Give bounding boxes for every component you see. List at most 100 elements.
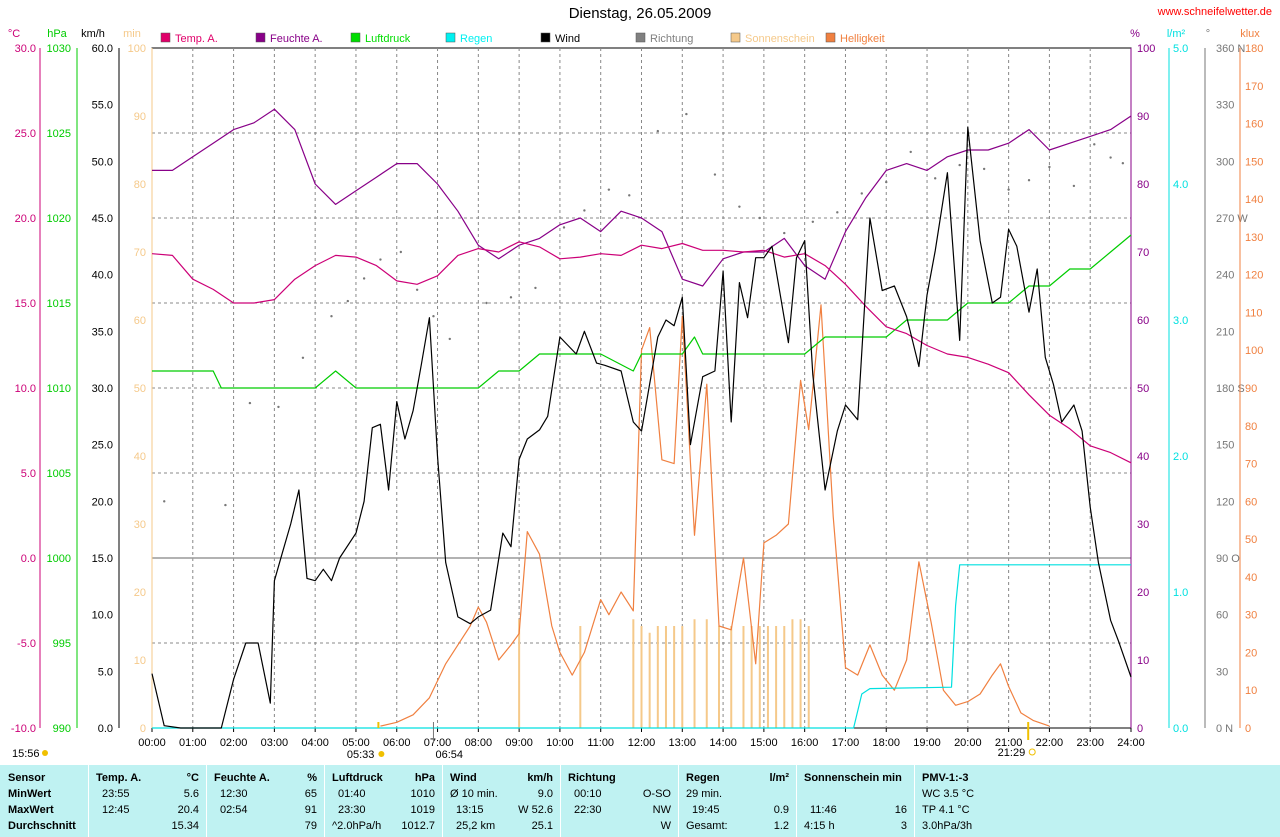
direction-point bbox=[1048, 165, 1051, 169]
rain-axis-tick: 2.0 bbox=[1173, 451, 1188, 463]
direction-point bbox=[1007, 188, 1010, 191]
x-tick-label: 05:00 bbox=[342, 737, 370, 749]
humidity-header: Feuchte A. bbox=[214, 772, 270, 784]
x-tick-label: 04:00 bbox=[301, 737, 329, 749]
direction-min-value: O-SO bbox=[642, 788, 671, 800]
direction-point bbox=[1121, 162, 1125, 165]
x-tick-label: 12:00 bbox=[628, 737, 656, 749]
wind-column: Wind km/h Ø 10 min. 13:15 25,2 km 9.0 W … bbox=[442, 765, 561, 837]
sunshine-header: Sonnenschein min bbox=[804, 772, 902, 784]
website-link[interactable]: www.schneifelwetter.de bbox=[1157, 6, 1272, 18]
direction-point bbox=[562, 226, 566, 229]
sunshine-total-hours: 4:15 h bbox=[804, 820, 835, 832]
pressure-header: Luftdruck bbox=[332, 772, 383, 784]
pressure-line bbox=[152, 234, 1132, 389]
direction-column: Richtung 00:10 22:30 O-SO NW W bbox=[560, 765, 679, 837]
humidity-unit: % bbox=[307, 772, 317, 784]
brightness-axis-tick: 150 bbox=[1245, 156, 1263, 168]
humidity-axis-tick: 90 bbox=[1137, 111, 1149, 123]
direction-point bbox=[860, 192, 863, 195]
direction-point bbox=[248, 401, 252, 405]
x-tick-label: 17:00 bbox=[832, 737, 860, 749]
rain-header: Regen bbox=[686, 772, 720, 784]
pressure-axis-tick: 1020 bbox=[47, 213, 71, 225]
direction-axis-tick: 240 bbox=[1216, 270, 1234, 282]
temp-axis-tick: -5.0 bbox=[17, 638, 36, 650]
pressure-unit: hPa bbox=[414, 772, 435, 784]
rain-max-time: 19:45 bbox=[692, 804, 720, 816]
pmv-pressure-trend: 3.0hPa/3h bbox=[922, 820, 973, 832]
legend-swatch bbox=[730, 32, 741, 43]
direction-point bbox=[534, 286, 537, 290]
x-tick-label: 06:00 bbox=[383, 737, 411, 749]
direction-point bbox=[362, 277, 366, 280]
direction-point bbox=[885, 180, 888, 184]
direction-point bbox=[1027, 179, 1031, 182]
legend-swatch bbox=[160, 32, 171, 43]
sunshine-axis-tick: 80 bbox=[134, 179, 146, 191]
direction-max-value: NW bbox=[652, 804, 671, 816]
legend-swatch bbox=[255, 32, 266, 43]
temp-axis-tick: 0.0 bbox=[21, 553, 36, 565]
humidity-axis-tick: 10 bbox=[1137, 655, 1149, 667]
humidity-axis-tick: 0 bbox=[1137, 723, 1143, 735]
rain-axis-unit: l/m² bbox=[1167, 28, 1186, 40]
sunshine-max-value: 16 bbox=[894, 804, 907, 816]
brightness-axis-tick: 100 bbox=[1245, 345, 1263, 357]
brightness-axis-tick: 10 bbox=[1245, 685, 1257, 697]
direction-point bbox=[399, 250, 403, 254]
brightness-axis-tick: 0 bbox=[1245, 723, 1251, 735]
brightness-axis-tick: 160 bbox=[1245, 119, 1263, 131]
wind-line bbox=[151, 126, 1132, 729]
brightness-axis-tick: 40 bbox=[1245, 572, 1257, 584]
direction-point bbox=[509, 296, 513, 299]
temp-max-value: 20.4 bbox=[177, 804, 199, 816]
pressure-min-value: 1010 bbox=[410, 788, 435, 800]
pressure-column: Luftdruck hPa 01:40 23:30 ^2.0hPa/h 1010… bbox=[324, 765, 443, 837]
direction-axis-unit: ° bbox=[1206, 28, 1210, 40]
temperature-line bbox=[151, 241, 1132, 464]
direction-axis-tick: 150 bbox=[1216, 440, 1234, 452]
wind-max-time: 13:15 bbox=[456, 804, 484, 816]
sunshine-axis-tick: 70 bbox=[134, 247, 146, 259]
sunset-sun-icon bbox=[1028, 748, 1036, 756]
wind-axis-tick: 30.0 bbox=[92, 383, 113, 395]
current-time-label: 15:56 bbox=[12, 748, 40, 760]
pressure-max-time: 23:30 bbox=[338, 804, 366, 816]
pmv-header: PMV-1:-3 bbox=[922, 772, 969, 784]
humidity-axis-tick: 100 bbox=[1137, 43, 1155, 55]
legend-swatch bbox=[350, 32, 361, 43]
direction-point bbox=[811, 220, 815, 223]
direction-axis-tick: 0 N bbox=[1216, 723, 1233, 735]
direction-point bbox=[982, 167, 986, 171]
direction-point bbox=[330, 315, 333, 318]
rain-axis-tick: 4.0 bbox=[1173, 179, 1188, 191]
humidity-min-value: 65 bbox=[304, 788, 317, 800]
brightness-axis-unit: klux bbox=[1240, 28, 1260, 40]
pressure-axis-tick: 1025 bbox=[47, 128, 71, 140]
wind-min-time: Ø 10 min. bbox=[450, 788, 498, 800]
brightness-axis-tick: 170 bbox=[1245, 81, 1263, 93]
humidity-line bbox=[152, 108, 1132, 287]
sensor-column: Sensor MinWert MaxWert Durchschnitt bbox=[0, 765, 88, 837]
legend-label: Richtung bbox=[650, 33, 693, 45]
sensor-header: Sensor bbox=[8, 772, 46, 784]
x-tick-label: 00:00 bbox=[138, 737, 166, 749]
pressure-axis-tick: 1030 bbox=[47, 43, 71, 55]
temp-header: Temp. A. bbox=[96, 772, 142, 784]
brightness-axis-tick: 180 bbox=[1245, 43, 1263, 55]
x-tick-label: 08:00 bbox=[465, 737, 493, 749]
x-tick-label: 14:00 bbox=[709, 737, 737, 749]
legend-swatch bbox=[540, 32, 551, 43]
pressure-axis-unit: hPa bbox=[47, 28, 67, 40]
wind-axis-tick: 25.0 bbox=[92, 440, 113, 452]
rain-unit: l/m² bbox=[769, 772, 789, 784]
x-tick-label: 10:00 bbox=[546, 737, 574, 749]
marker-time-label: 06:54 bbox=[435, 749, 463, 761]
sunshine-axis-tick: 40 bbox=[134, 451, 146, 463]
pmv-column: PMV-1:-3 WC 3.5 °C TP 4.1 °C 3.0hPa/3h bbox=[914, 765, 1280, 837]
sunshine-axis-tick: 60 bbox=[134, 315, 146, 327]
pressure-min-time: 01:40 bbox=[338, 788, 366, 800]
humidity-axis-tick: 30 bbox=[1137, 519, 1149, 531]
x-tick-label: 03:00 bbox=[261, 737, 289, 749]
